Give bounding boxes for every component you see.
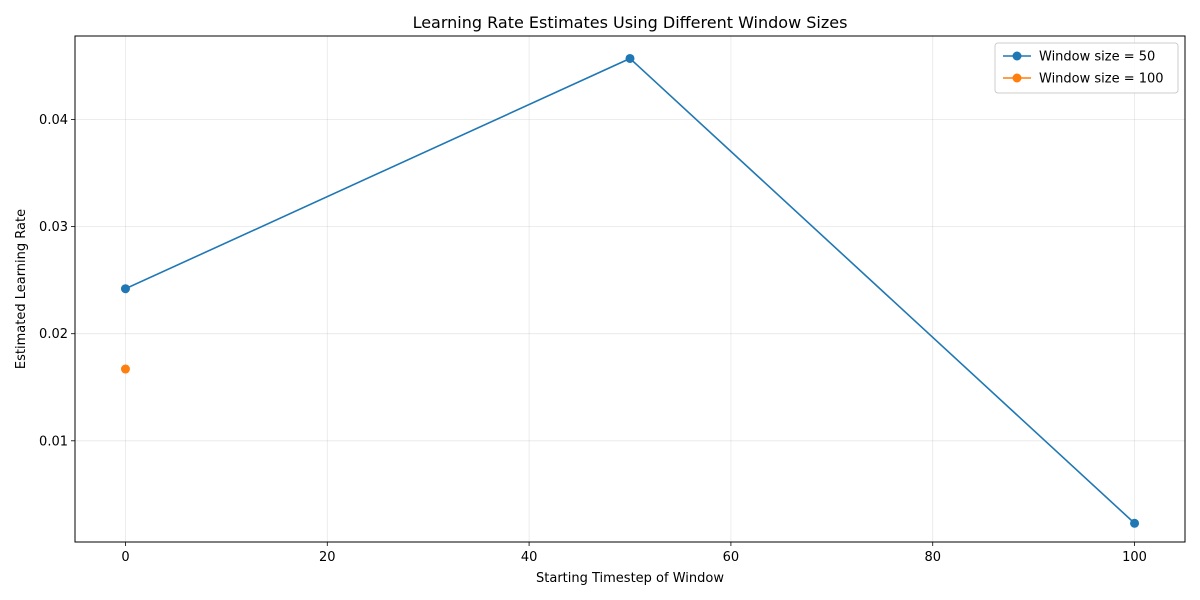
y-tick-label: 0.03 <box>39 220 68 235</box>
y-tick-label: 0.01 <box>39 434 68 449</box>
data-point <box>120 364 130 374</box>
legend: Window size = 50 Window size = 100 <box>994 42 1179 94</box>
chart-title: Learning Rate Estimates Using Different … <box>413 13 848 32</box>
y-axis: 0.01 0.02 0.03 0.04 <box>39 113 75 449</box>
legend-entry: Window size = 50 <box>1039 50 1155 65</box>
x-tick-label: 0 <box>121 550 129 565</box>
grid <box>75 36 1185 542</box>
series-layer <box>120 53 1140 528</box>
x-tick-label: 60 <box>723 550 740 565</box>
legend-entry: Window size = 100 <box>1039 72 1164 87</box>
series-2 <box>120 364 130 374</box>
series-line <box>125 57 1136 524</box>
y-tick-label: 0.04 <box>39 113 68 128</box>
y-tick-label: 0.02 <box>39 327 68 342</box>
x-tick-label: 40 <box>521 550 538 565</box>
x-tick-label: 80 <box>924 550 941 565</box>
plot-area-frame <box>74 35 1186 543</box>
series-1 <box>120 53 1140 528</box>
legend-box <box>994 42 1179 94</box>
data-point <box>625 53 635 63</box>
x-tick-label: 100 <box>1122 550 1147 565</box>
x-axis: 0 20 40 60 80 100 <box>121 542 1147 565</box>
data-point <box>120 284 130 294</box>
legend-marker <box>1012 73 1022 83</box>
legend-marker <box>1012 51 1022 61</box>
y-axis-label: Estimated Learning Rate <box>14 209 29 369</box>
data-point <box>1130 518 1140 528</box>
x-axis-label: Starting Timestep of Window <box>536 571 724 586</box>
x-tick-label: 20 <box>319 550 336 565</box>
